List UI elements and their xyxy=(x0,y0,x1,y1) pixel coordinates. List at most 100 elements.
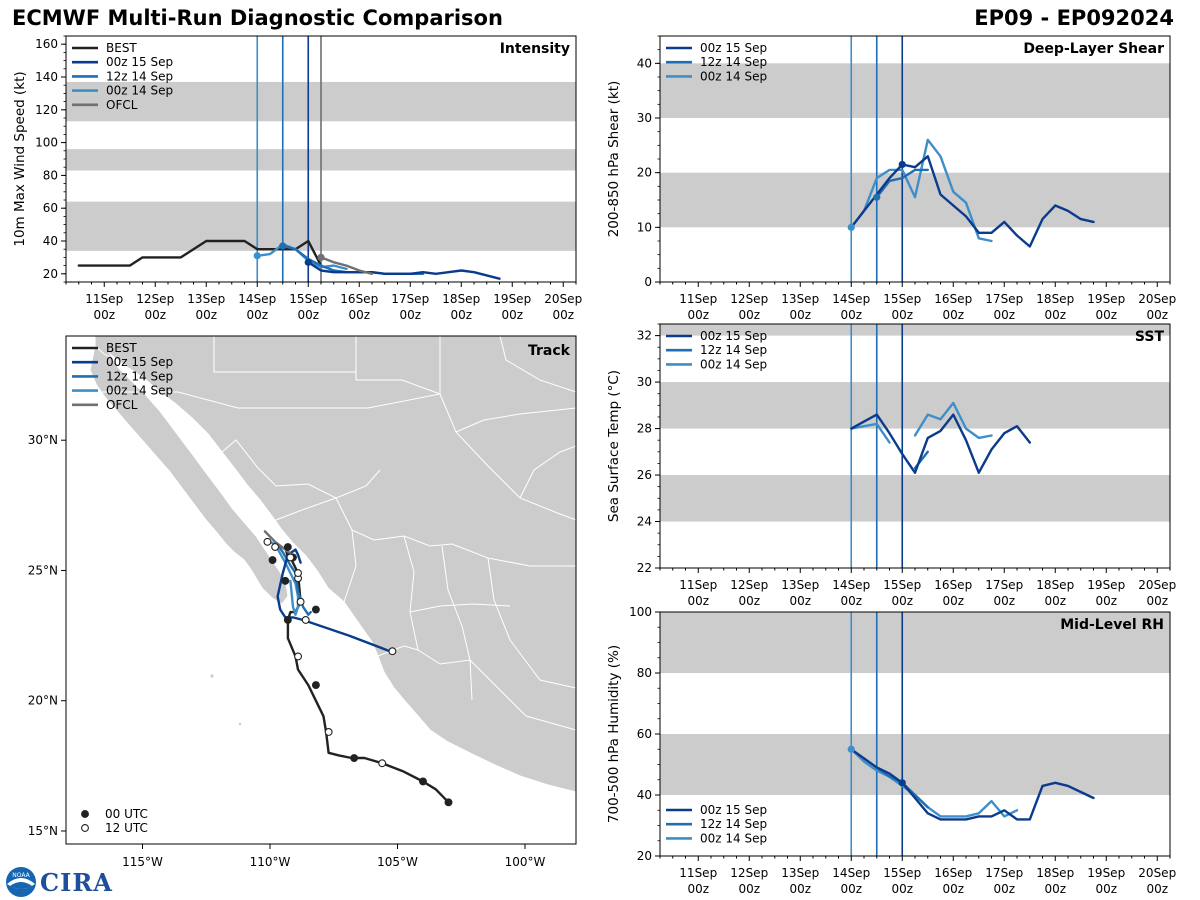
shear-xtick-label-day-8: 19Sep xyxy=(1087,292,1125,306)
intensity-marker-2 xyxy=(304,258,312,266)
intensity-xtick-label-day-4: 15Sep xyxy=(289,292,327,306)
track-title: Track xyxy=(528,343,571,359)
shear-xtick-label-day-2: 13Sep xyxy=(781,292,819,306)
track-ytick-label-3: 30°N xyxy=(28,433,58,447)
track-point-14 xyxy=(268,556,277,564)
intensity-xtick-label-hour-2: 00z xyxy=(195,308,217,322)
shear-ytick-label-0: 0 xyxy=(644,275,652,289)
shear-xtick-label-day-0: 11Sep xyxy=(679,292,717,306)
intensity-xtick-label-hour-0: 00z xyxy=(93,308,115,322)
intensity-xtick-label-hour-8: 00z xyxy=(501,308,523,322)
sst-legend-label-2: 00z 14 Sep xyxy=(700,357,767,371)
track-point-13 xyxy=(294,569,302,578)
sst-xtick-label-day-7: 18Sep xyxy=(1036,578,1074,592)
sst-xtick-label-hour-8: 00z xyxy=(1095,594,1117,608)
intensity-ytick-label-4: 100 xyxy=(35,136,58,150)
sst-legend-label-1: 12z 14 Sep xyxy=(700,343,767,357)
shear-xtick-label-hour-6: 00z xyxy=(993,308,1015,322)
shear-legend-label-0: 00z 15 Sep xyxy=(700,41,767,55)
intensity-xtick-label-hour-1: 00z xyxy=(144,308,166,322)
rh-legend-label-0: 00z 15 Sep xyxy=(700,803,767,817)
intensity-xtick-label-day-8: 19Sep xyxy=(493,292,531,306)
track-point-11 xyxy=(281,576,290,585)
track-marker-legend-swatch-0 xyxy=(81,810,89,818)
sst-band-1 xyxy=(660,382,1170,429)
sst-xtick-label-day-8: 19Sep xyxy=(1087,578,1125,592)
rh-xtick-label-day-3: 14Sep xyxy=(832,866,870,880)
track-series-3 xyxy=(276,548,392,653)
sst-xtick-label-hour-0: 00z xyxy=(687,594,709,608)
shear-xtick-label-hour-1: 00z xyxy=(738,308,760,322)
track-point-19 xyxy=(263,537,272,546)
sst-ytick-label-0: 22 xyxy=(637,561,652,575)
sst-xtick-label-hour-9: 00z xyxy=(1146,594,1168,608)
shear-ytick-label-2: 20 xyxy=(637,166,652,180)
shear-xtick-label-hour-9: 00z xyxy=(1146,308,1168,322)
intensity-xtick-label-hour-9: 00z xyxy=(552,308,574,322)
track-series-2 xyxy=(276,543,312,616)
intensity-ytick-label-5: 120 xyxy=(35,103,58,117)
track-frame xyxy=(65,335,577,845)
intensity-legend-label-0: BEST xyxy=(106,41,137,55)
sst-xtick-label-day-0: 11Sep xyxy=(679,578,717,592)
sst-xtick-label-day-9: 20Sep xyxy=(1138,578,1176,592)
intensity-series-3 xyxy=(307,261,501,280)
track-point-1 xyxy=(419,777,427,786)
shear-xtick-label-day-4: 15Sep xyxy=(883,292,921,306)
shear-series-2 xyxy=(850,155,1095,248)
rh-xtick-label-day-9: 20Sep xyxy=(1138,866,1176,880)
cira-logo-text: CIRA xyxy=(40,867,113,897)
rh-xtick-label-hour-0: 00z xyxy=(687,882,709,896)
track-point-6 xyxy=(294,652,302,661)
rh-xtick-label-day-0: 11Sep xyxy=(679,866,717,880)
sst-ytick-label-1: 24 xyxy=(637,515,652,529)
rh-xtick-label-day-4: 15Sep xyxy=(883,866,921,880)
track-point-7 xyxy=(283,616,292,624)
shear-panel: 0 10 20 30 40 11Sep 00z 12Sep 00z 13Sep 00z 14Sep 00… xyxy=(606,35,1176,322)
intensity-xtick-label-day-9: 20Sep xyxy=(544,292,582,306)
track-xtick-label-0: 115°W xyxy=(122,855,163,869)
intensity-xtick-label-hour-4: 00z xyxy=(297,308,319,322)
shear-ylabel: 200-850 hPa Shear (kt) xyxy=(606,81,622,238)
intensity-xtick-label-day-0: 11Sep xyxy=(85,292,123,306)
storm-id: EP09 - EP092024 xyxy=(974,6,1174,30)
rh-xtick-label-hour-7: 00z xyxy=(1044,882,1066,896)
intensity-ytick-label-6: 140 xyxy=(35,70,58,84)
intensity-series-0 xyxy=(77,239,323,267)
shear-band-1 xyxy=(660,63,1170,118)
track-legend-label-4: OFCL xyxy=(106,398,138,412)
intensity-marker-1 xyxy=(279,242,287,250)
rh-band-0 xyxy=(660,734,1170,795)
intensity-xtick-label-day-1: 12Sep xyxy=(136,292,174,306)
rh-xtick-label-day-2: 13Sep xyxy=(781,866,819,880)
intensity-xtick-label-hour-7: 00z xyxy=(450,308,472,322)
sst-xtick-label-hour-7: 00z xyxy=(1044,594,1066,608)
sst-ytick-label-3: 28 xyxy=(637,422,652,436)
intensity-ytick-label-7: 160 xyxy=(35,37,58,51)
intensity-xtick-label-day-3: 14Sep xyxy=(238,292,276,306)
track-point-5 xyxy=(311,681,320,690)
shear-xtick-label-day-3: 14Sep xyxy=(832,292,870,306)
track-marker-legend-label-0: 00 UTC xyxy=(105,807,148,821)
border-lines xyxy=(95,336,576,731)
sst-xtick-label-hour-2: 00z xyxy=(789,594,811,608)
sst-xtick-label-day-1: 12Sep xyxy=(730,578,768,592)
sst-xtick-label-hour-5: 00z xyxy=(942,594,964,608)
sst-band-0 xyxy=(660,475,1170,522)
track-plot-area xyxy=(263,530,453,807)
figure-title: ECMWF Multi-Run Diagnostic Comparison xyxy=(12,6,503,30)
shear-legend-label-1: 12z 14 Sep xyxy=(700,55,767,69)
track-ytick-label-2: 25°N xyxy=(28,563,58,577)
track-point-0 xyxy=(444,798,453,807)
intensity-plot-area xyxy=(66,36,576,282)
track-point-17 xyxy=(283,543,292,551)
sst-series-1 xyxy=(913,401,993,440)
intensity-ytick-label-3: 80 xyxy=(43,168,58,182)
track-legend-label-3: 00z 14 Sep xyxy=(106,384,173,398)
sst-plot-area xyxy=(660,324,1170,568)
track-point-9 xyxy=(311,605,320,614)
intensity-xtick-label-day-5: 16Sep xyxy=(340,292,378,306)
sst-band-2 xyxy=(660,324,1170,336)
intensity-xtick-label-day-7: 18Sep xyxy=(442,292,480,306)
